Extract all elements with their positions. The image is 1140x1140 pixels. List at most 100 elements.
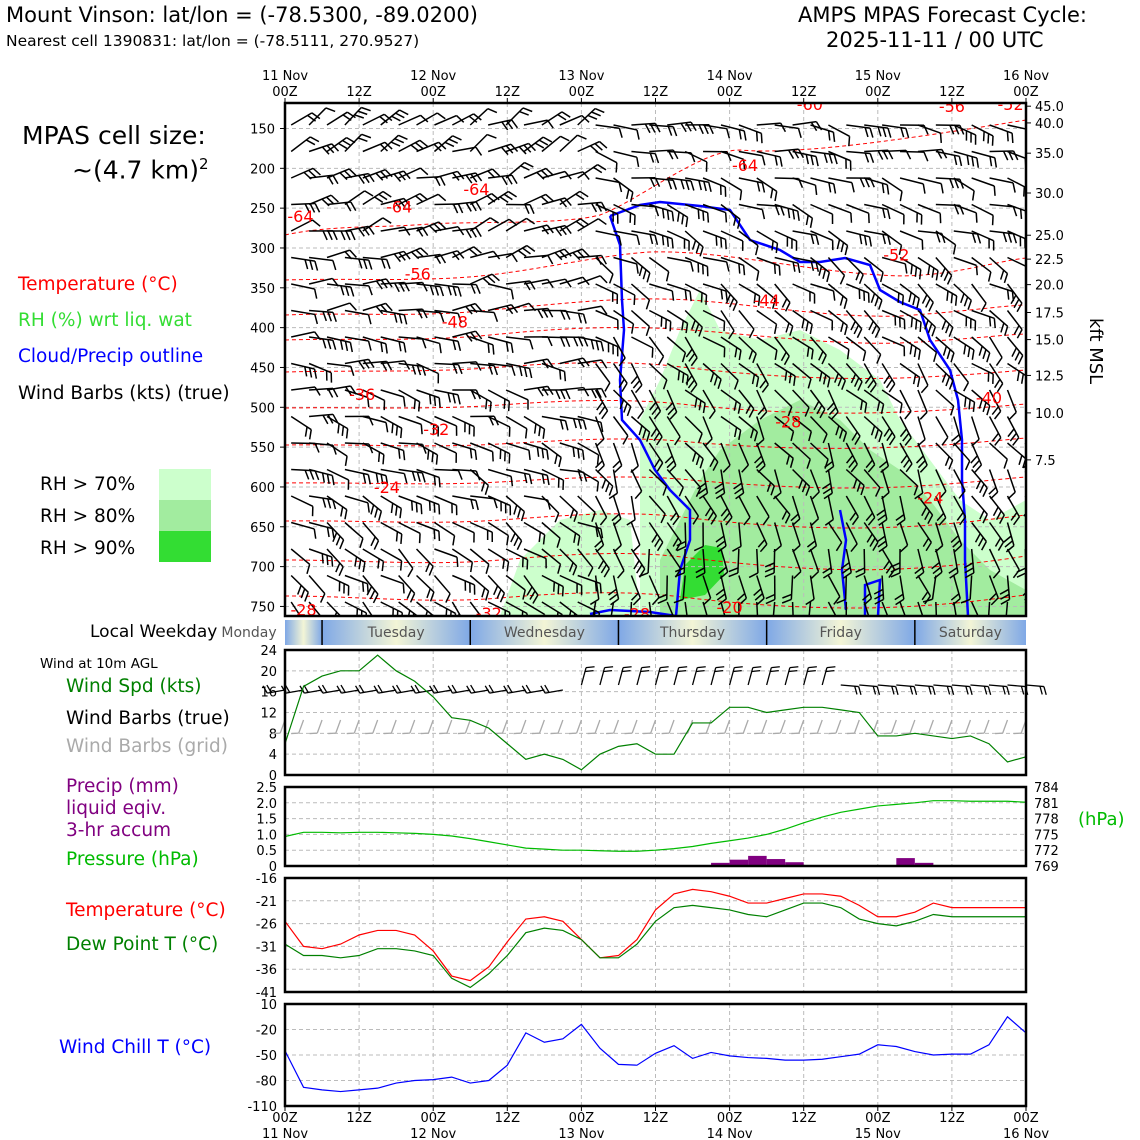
wind-barb bbox=[309, 442, 337, 455]
wind-barb bbox=[380, 601, 403, 616]
wind-barb bbox=[469, 521, 494, 543]
grid-wind-barb bbox=[976, 719, 990, 735]
grid-wind-barb bbox=[995, 719, 1009, 735]
wind-barb bbox=[344, 190, 374, 206]
wind-barb bbox=[917, 177, 944, 194]
wind-barb bbox=[451, 548, 474, 573]
temperature-contour-label: -52 bbox=[997, 95, 1023, 114]
wind-barb bbox=[541, 468, 565, 490]
temp-contour bbox=[285, 298, 1026, 317]
wind-barb bbox=[648, 468, 668, 496]
true-wind-barb bbox=[317, 684, 341, 694]
wind-barb bbox=[344, 336, 372, 351]
wind-barb bbox=[433, 135, 462, 153]
bottom-day-label: 16 Nov bbox=[1003, 1127, 1049, 1140]
cloud-outline-sfc bbox=[589, 608, 677, 616]
wind-barb bbox=[648, 309, 672, 332]
wind-barb bbox=[971, 469, 988, 497]
wind-barb bbox=[452, 172, 483, 184]
grid-wind-barb bbox=[661, 719, 675, 735]
wind-barb bbox=[881, 416, 896, 446]
true-wind-barb bbox=[540, 684, 563, 694]
wind-barb bbox=[720, 256, 746, 276]
wind-barb bbox=[970, 416, 980, 447]
grid-wind-barb bbox=[550, 719, 564, 735]
wind-barb bbox=[863, 363, 877, 393]
panel-y-tick-label: 0 bbox=[269, 769, 277, 784]
wind-barb bbox=[398, 336, 427, 349]
top-hour-label: 00Z bbox=[1013, 85, 1039, 100]
wind-barb bbox=[487, 521, 510, 546]
wind-barb bbox=[362, 601, 377, 616]
wind-barb bbox=[398, 442, 427, 454]
grid-wind-barb bbox=[957, 719, 972, 735]
wind-barb bbox=[953, 230, 982, 244]
wind-barb bbox=[738, 124, 763, 144]
wind-barb bbox=[738, 362, 760, 388]
wind-barb bbox=[326, 302, 357, 312]
wind-barb bbox=[469, 217, 499, 232]
wind-barb bbox=[577, 548, 594, 577]
wind-barb bbox=[308, 362, 333, 383]
legend-wind-barbs-grid: Wind Barbs (grid) bbox=[66, 736, 228, 757]
grid-wind-barb bbox=[643, 719, 657, 735]
wind-barb bbox=[362, 217, 392, 232]
precip-bar bbox=[896, 858, 915, 866]
wind-barb bbox=[748, 601, 759, 616]
wind-barb bbox=[899, 442, 913, 473]
wind-barb bbox=[810, 230, 834, 251]
legend-precip: Precip (mm) bbox=[66, 776, 179, 797]
wind-barb bbox=[638, 548, 651, 578]
pressure-tick-label: 400 bbox=[250, 322, 275, 337]
grid-wind-barb bbox=[809, 719, 823, 735]
wind-barb bbox=[714, 469, 726, 500]
wind-barb bbox=[362, 575, 379, 604]
grid-wind-barb bbox=[291, 719, 305, 735]
wind-barb bbox=[648, 522, 664, 552]
true-wind-barb bbox=[373, 684, 397, 694]
wind-barb bbox=[864, 124, 892, 138]
wind-barb bbox=[541, 170, 572, 180]
wind-barb bbox=[452, 146, 483, 156]
wind-barb bbox=[684, 336, 698, 367]
wind-barb bbox=[380, 134, 408, 153]
wind-barb bbox=[308, 468, 335, 486]
true-wind-barb bbox=[429, 684, 452, 694]
pressure-tick-label: 350 bbox=[250, 282, 275, 297]
wind-barb bbox=[987, 601, 991, 616]
wind-barb bbox=[523, 415, 546, 439]
wind-barb bbox=[362, 113, 393, 126]
wind-barb bbox=[931, 548, 943, 579]
precip-bar bbox=[766, 859, 786, 866]
wind-barb bbox=[756, 122, 787, 133]
wind-barb bbox=[774, 495, 791, 524]
wind-barb bbox=[666, 203, 689, 228]
wind-barb bbox=[559, 114, 590, 126]
wind-barb bbox=[648, 442, 664, 472]
wind-barb bbox=[613, 309, 635, 334]
wind-barb bbox=[434, 362, 463, 375]
wind-barb bbox=[738, 495, 751, 526]
wind-barb bbox=[613, 203, 636, 226]
wind-barb bbox=[989, 283, 1015, 302]
wind-barb bbox=[953, 177, 975, 201]
wind-barb bbox=[792, 362, 812, 389]
wind-barb bbox=[612, 389, 632, 417]
wind-barb bbox=[971, 495, 988, 524]
wind-barb bbox=[291, 386, 321, 396]
grid-wind-barb bbox=[735, 719, 749, 735]
wind-barb bbox=[1007, 124, 1026, 131]
wind-barb bbox=[971, 522, 988, 551]
wind-barb bbox=[863, 469, 881, 497]
wind-barb bbox=[416, 442, 439, 465]
wind-barb bbox=[631, 150, 660, 164]
wind-barb bbox=[702, 283, 728, 301]
wind-barb bbox=[613, 150, 640, 168]
wind-barb bbox=[613, 177, 634, 203]
kft-tick-label: 30.0 bbox=[1035, 187, 1064, 202]
wind-barb bbox=[398, 167, 429, 179]
wind-barb bbox=[863, 442, 876, 473]
top-day-label: 15 Nov bbox=[855, 69, 901, 84]
wind-barb bbox=[899, 336, 921, 360]
